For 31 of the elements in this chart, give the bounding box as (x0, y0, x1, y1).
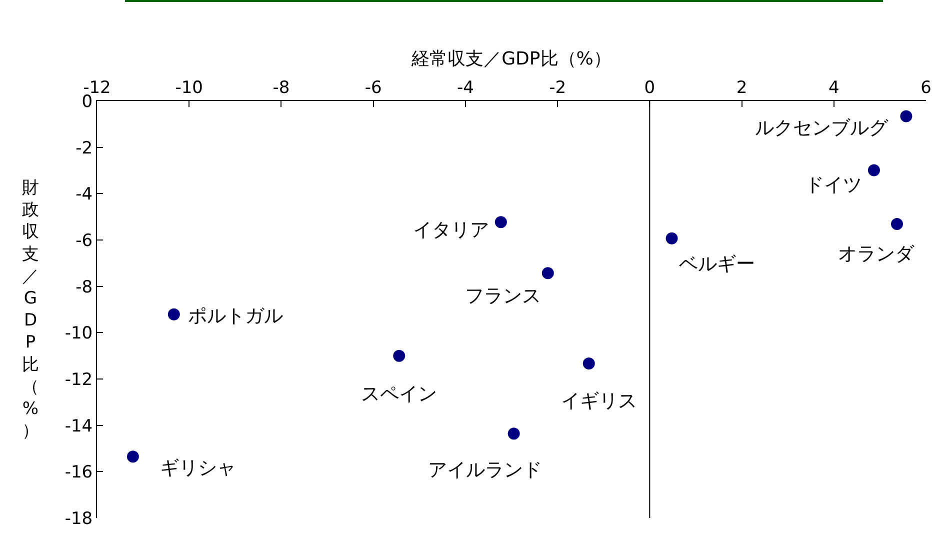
y-tick-label: -12 (64, 370, 93, 390)
x-tick-label: -10 (175, 78, 203, 98)
x-tick-label: 2 (736, 78, 748, 98)
annotation: ギリシャ (160, 457, 236, 479)
y-tick-label: -6 (76, 230, 93, 251)
annotation: フランス (465, 285, 541, 307)
y-tick-label: -16 (64, 462, 93, 483)
x-tick-label: -2 (549, 78, 566, 98)
annotation: ポルトガル (188, 305, 283, 327)
y-tick-label: -8 (76, 277, 93, 298)
y-tick-label: -2 (76, 138, 93, 158)
x-tick-label: 0 (644, 78, 656, 98)
annotation: ドイツ (805, 174, 862, 196)
annotation: イギリス (561, 390, 637, 412)
y-tick-label: -4 (76, 184, 93, 205)
annotation: オランダ (838, 243, 915, 265)
annotation: ルクセンブルグ (755, 117, 889, 139)
x-tick-label: -4 (456, 78, 474, 98)
text: 財政収支／GDP比（%） (22, 178, 39, 442)
y-tick-label: -14 (64, 416, 93, 436)
x-tick-label: -6 (364, 78, 382, 98)
y-tick-label: -18 (64, 508, 93, 529)
annotation: アイルランド (428, 459, 542, 481)
x-axis-title: 経常収支／GDP比（%） (410, 48, 612, 70)
annotation: スペイン (361, 383, 437, 405)
annotation: イタリア (413, 219, 489, 241)
x-tick-label: -8 (272, 78, 290, 98)
x-tick-label: 4 (828, 78, 840, 98)
y-tick-label: -10 (64, 324, 93, 344)
annotation: ベルギー (679, 253, 755, 275)
x-tick-label: 6 (920, 78, 932, 98)
